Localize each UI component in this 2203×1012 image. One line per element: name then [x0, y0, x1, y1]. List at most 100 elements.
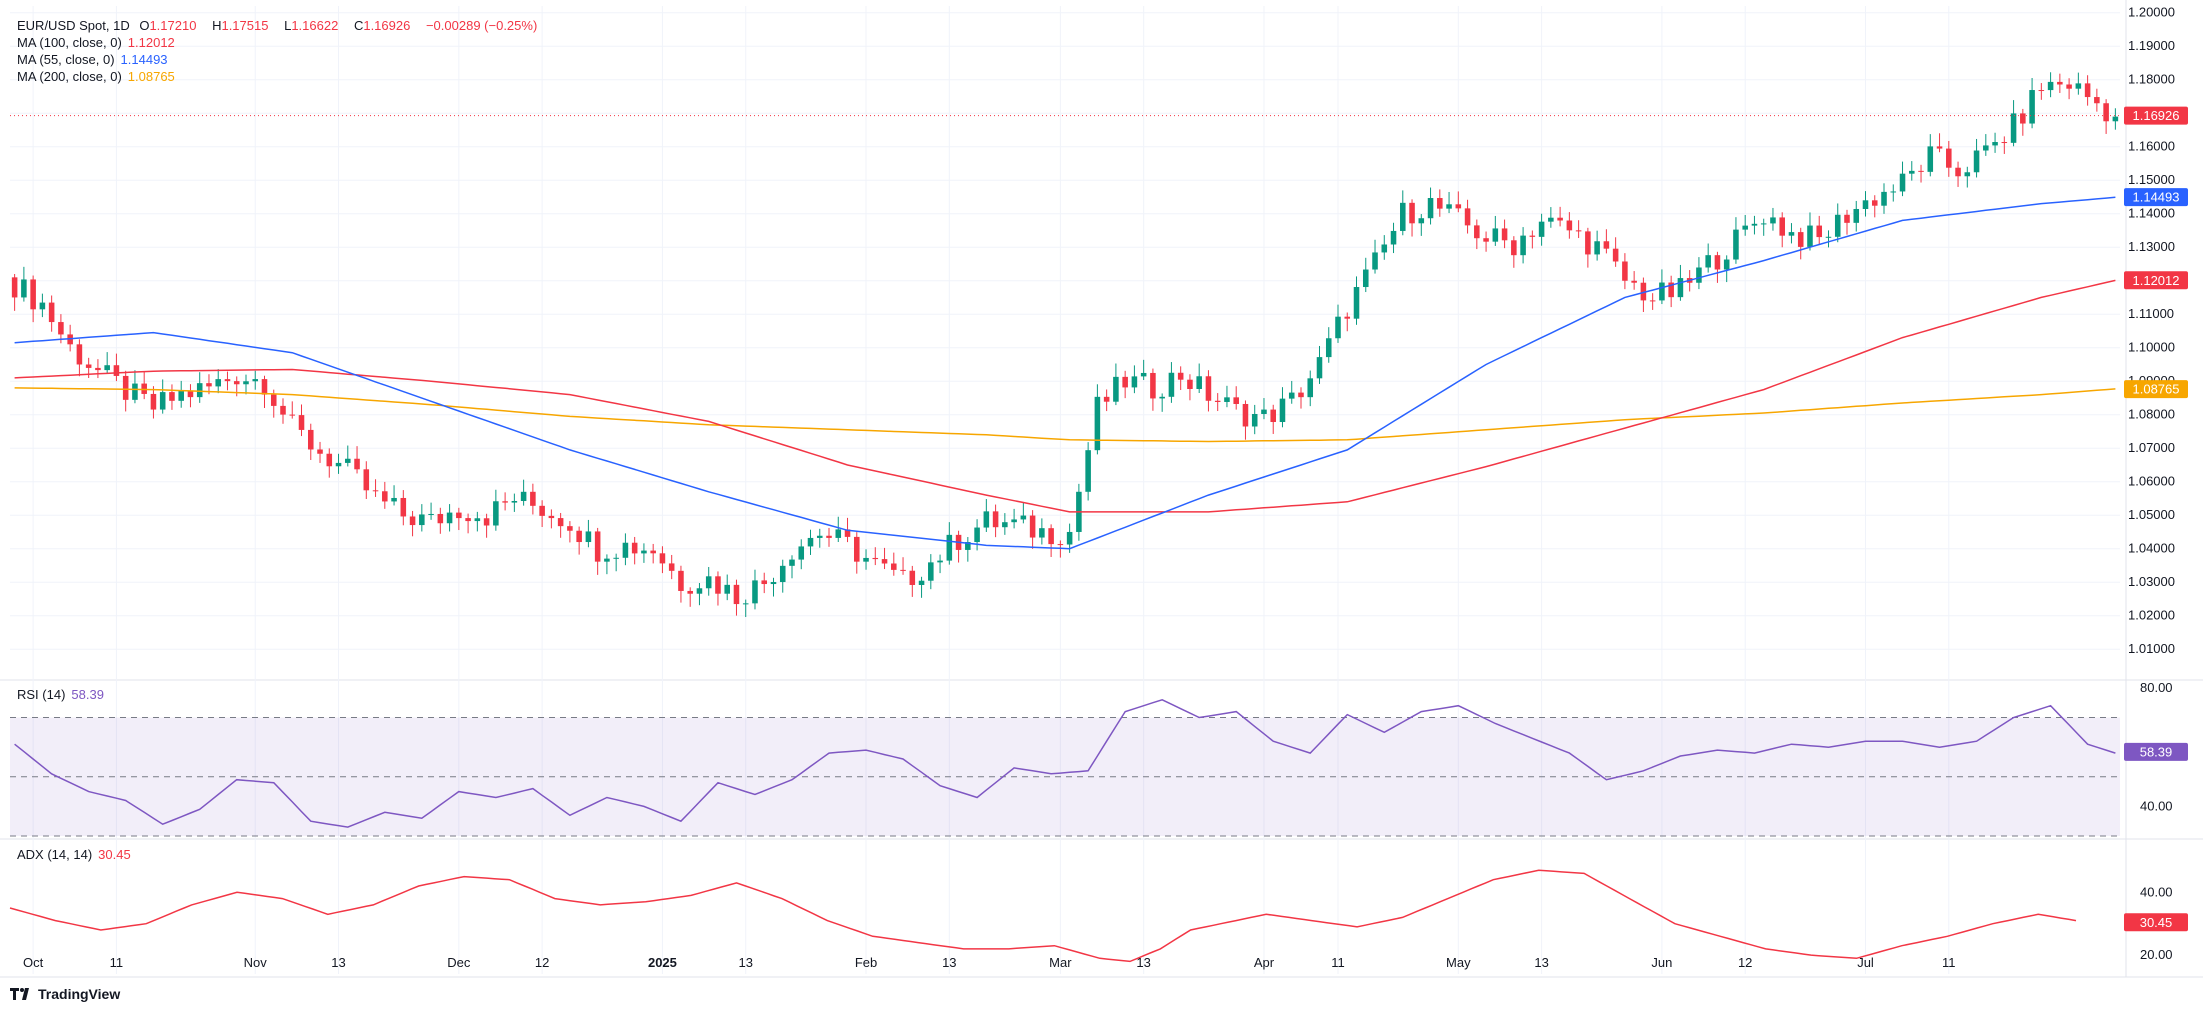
candle-body — [2084, 83, 2091, 98]
candle-body — [1909, 170, 1915, 174]
y-tick-label: 1.15000 — [2128, 172, 2175, 187]
x-tick-label: Mar — [1049, 955, 1072, 970]
candle-body — [1427, 198, 1434, 219]
candle-body — [1325, 338, 1332, 358]
candle-body — [1649, 300, 1656, 302]
candle-body — [1511, 240, 1517, 256]
candle-body — [1279, 398, 1286, 423]
candle-body — [1548, 217, 1554, 222]
candle-body — [1270, 409, 1276, 423]
candle-body — [594, 531, 601, 562]
candle-body — [132, 383, 138, 400]
candle-body — [1390, 230, 1397, 245]
candle-body — [1159, 396, 1165, 399]
candle-body — [965, 542, 971, 550]
symbol-label[interactable]: EUR/USD Spot, 1D — [17, 18, 130, 33]
y-tick-label: 1.03000 — [2128, 574, 2175, 589]
adx-label: ADX (14, 14) — [17, 847, 93, 862]
candle-body — [196, 383, 203, 398]
rsi-tag: 58.39 — [2140, 744, 2173, 759]
candle-body — [409, 516, 416, 526]
candle-body — [1492, 228, 1499, 242]
candle-body — [345, 458, 351, 463]
candle-body — [928, 562, 934, 581]
rsi-tick-label: 40.00 — [2140, 798, 2173, 813]
candle-body — [2057, 81, 2063, 85]
candle-body — [1501, 228, 1508, 241]
candle-body — [668, 563, 675, 571]
candle-body — [1899, 173, 1906, 192]
candle-body — [576, 530, 582, 543]
y-tick-label: 1.05000 — [2128, 507, 2175, 522]
candle-body — [1177, 372, 1184, 380]
candle-body — [696, 588, 703, 594]
candle-body — [1094, 396, 1101, 451]
candle-body — [733, 584, 740, 605]
candle-body — [1288, 392, 1295, 399]
ma55-tag: 1.14493 — [2133, 190, 2180, 205]
candle-body — [122, 375, 129, 400]
y-tick-label: 1.04000 — [2128, 541, 2175, 556]
candle-body — [1150, 372, 1156, 399]
x-tick-label: 11 — [1942, 955, 1956, 970]
candle-body — [983, 511, 990, 528]
candle-body — [1603, 241, 1610, 249]
candle-body — [76, 344, 83, 365]
low-value: 1.16622 — [291, 18, 339, 33]
candle-body — [992, 511, 999, 528]
candle-body — [382, 491, 388, 502]
adx-series-line — [9, 869, 2077, 963]
candle-body — [1955, 167, 1961, 177]
candle-body — [1464, 208, 1471, 226]
candle-body — [1344, 316, 1351, 319]
adx-legend[interactable]: ADX (14, 14) 30.45 — [17, 846, 137, 863]
y-tick-label: 1.01000 — [2128, 641, 2175, 656]
candle-body — [1205, 376, 1212, 401]
ma200-tag-bg — [2124, 380, 2188, 399]
candle-body — [1214, 400, 1221, 402]
change-value: −0.00289 (−0.25%) — [425, 18, 538, 33]
candle-body — [937, 560, 943, 563]
candle-body — [2112, 116, 2119, 122]
tradingview-brand[interactable]: TradingView — [10, 986, 120, 1002]
candle-body — [1770, 217, 1776, 224]
ma100-legend[interactable]: MA (100, close, 0) 1.12012 — [17, 34, 181, 51]
candle-body — [1400, 202, 1406, 231]
close-value: 1.16926 — [363, 18, 411, 33]
candle-body — [1946, 148, 1952, 168]
x-tick-label: 13 — [1136, 955, 1150, 970]
candle-body — [1446, 204, 1452, 209]
candle-body — [1187, 379, 1193, 389]
ma200-legend[interactable]: MA (200, close, 0) 1.08765 — [17, 68, 181, 85]
candle-body — [85, 364, 92, 368]
candle-body — [2066, 84, 2072, 89]
candle-body — [1168, 372, 1175, 397]
candle-body — [1733, 229, 1739, 260]
candle-body — [1779, 217, 1785, 236]
candle-body — [1566, 220, 1573, 231]
ma200-tag: 1.08765 — [2133, 382, 2180, 397]
x-tick-label: Jun — [1651, 955, 1672, 970]
candle-body — [844, 529, 851, 537]
candle-body — [1335, 316, 1341, 339]
candle-body — [2020, 113, 2026, 124]
candle-body — [2047, 81, 2054, 91]
candle-body — [678, 570, 684, 591]
rsi-label: RSI (14) — [17, 687, 66, 702]
candle-body — [1233, 397, 1239, 404]
x-tick-label: 11 — [110, 955, 124, 970]
x-tick-label: Nov — [244, 955, 268, 970]
rsi-legend[interactable]: RSI (14) 58.39 — [17, 686, 110, 703]
candle-body — [1807, 225, 1813, 247]
candle-body — [622, 542, 629, 558]
candle-body — [548, 515, 555, 519]
candle-body — [1048, 528, 1054, 545]
candle-body — [224, 379, 231, 382]
ma55-legend[interactable]: MA (55, close, 0) 1.14493 — [17, 51, 174, 68]
ma100-line — [14, 279, 2116, 513]
ma100-label: MA (100, close, 0) — [17, 35, 122, 50]
candle-body — [1140, 372, 1147, 377]
y-tick-label: 1.02000 — [2128, 608, 2175, 623]
candle-body — [1131, 376, 1138, 388]
